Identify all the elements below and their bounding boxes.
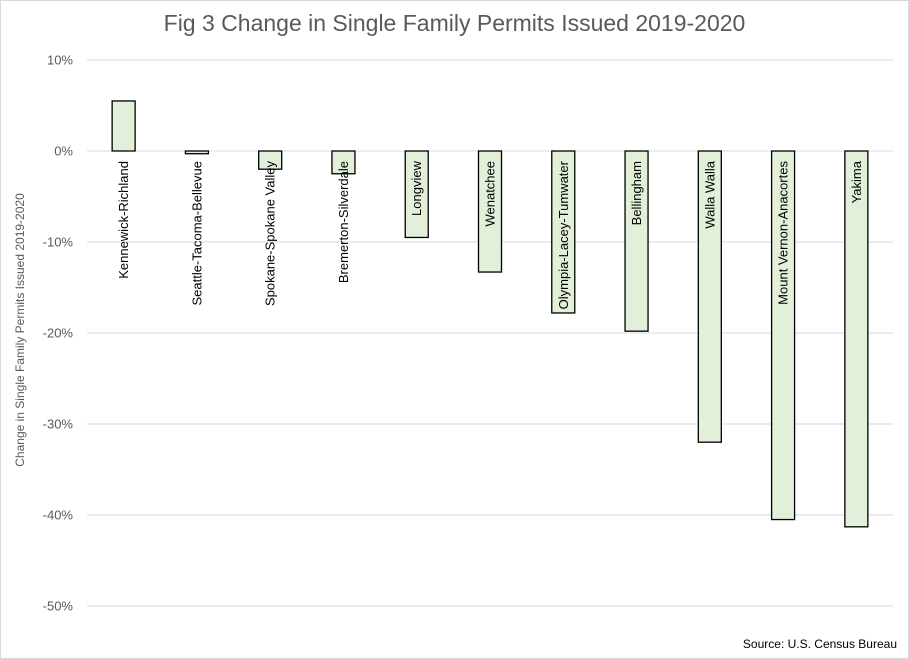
bar (331, 150, 356, 175)
category-label: Seattle-Tacoma-Bellevue (189, 161, 204, 306)
category-label: Olympia-Lacey-Tumwater (556, 160, 571, 309)
category-label: Walla Walla (702, 160, 717, 228)
chart-title: Fig 3 Change in Single Family Permits Is… (163, 10, 746, 36)
bar (844, 150, 869, 528)
category-label: Yakima (849, 160, 864, 203)
bar (184, 150, 210, 155)
y-tick-labels: 10% 0% -10% -20% -30% -40% -50% (43, 53, 74, 614)
bar (624, 150, 649, 332)
category-label: Mount Vernon-Anacortes (776, 161, 791, 305)
y-tick-label: -10% (43, 235, 74, 250)
y-tick-label: 0% (54, 144, 73, 159)
y-tick-label: -20% (43, 326, 74, 341)
bar (697, 150, 722, 443)
bars (111, 100, 869, 528)
source-note: Source: U.S. Census Bureau (742, 637, 897, 651)
gridlines (87, 59, 893, 607)
y-tick-label: -40% (43, 508, 74, 523)
bar (477, 150, 503, 273)
bar (111, 100, 136, 152)
bar (770, 150, 796, 521)
y-tick-label: -50% (43, 599, 74, 614)
category-label: Longview (409, 160, 424, 216)
category-label: Wenatchee (483, 161, 498, 227)
y-tick-label: 10% (47, 53, 73, 68)
category-label: Bellingham (629, 161, 644, 225)
bar (258, 150, 283, 170)
bar (551, 150, 576, 314)
y-tick-label: -30% (43, 417, 74, 432)
bar (404, 150, 429, 239)
category-label: Spokane-Spokane Valley (263, 161, 278, 307)
category-label: Bremerton-Silverdale (336, 161, 351, 283)
category-label: Kennewick-Richland (116, 161, 131, 279)
category-labels: Kennewick-Richland Seattle-Tacoma-Bellevu… (116, 160, 864, 309)
